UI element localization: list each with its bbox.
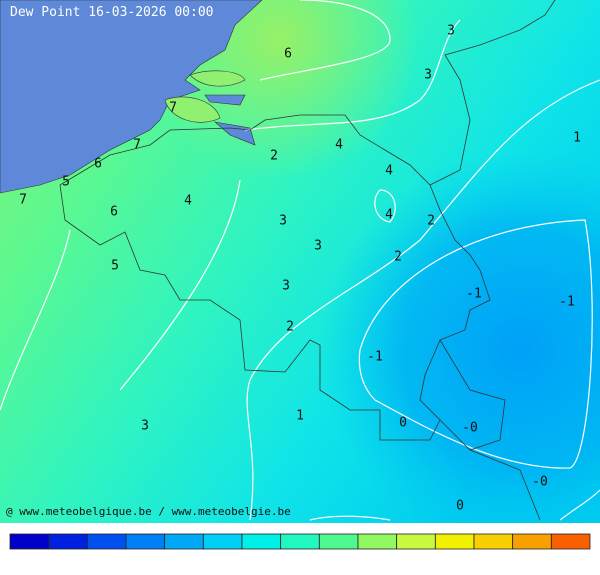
value-label: -1	[466, 287, 482, 302]
scale-swatch	[512, 533, 552, 550]
scale-swatch	[396, 533, 436, 550]
credit: @ www.meteobelgique.be / www.meteobelgie…	[6, 505, 291, 518]
value-label: -1	[559, 295, 575, 310]
value-label: 2	[394, 250, 402, 265]
borders	[59, 0, 556, 521]
value-label: 4	[335, 138, 343, 153]
value-label: 5	[62, 175, 70, 190]
value-label: 3	[141, 419, 149, 434]
value-label: -0	[462, 421, 478, 436]
value-labels: 3 6 3 1 7 7 6 5 7 6 4 2 4 4 4 2 3 3 2 5 3 -1 -1 2 -1 1 0 -0 3 -0 0	[19, 24, 581, 514]
value-label: 2	[427, 214, 435, 229]
map-field	[0, 0, 600, 523]
value-label: 7	[19, 193, 27, 208]
scale-swatch	[125, 533, 166, 550]
value-label: 7	[169, 101, 177, 116]
value-label: 3	[314, 239, 322, 254]
value-label: -1	[367, 350, 383, 365]
value-label: 0	[399, 416, 407, 431]
scale-swatch	[164, 533, 204, 550]
value-label: 0	[456, 499, 464, 514]
value-label: 5	[111, 259, 119, 274]
value-label: 1	[296, 409, 304, 424]
value-label: 2	[286, 320, 294, 335]
map-title: Dew Point 16-03-2026 00:00	[10, 5, 214, 20]
scale-swatch	[357, 533, 398, 550]
scale-swatch	[48, 533, 88, 550]
value-label: 1	[573, 131, 581, 146]
value-label: 7	[133, 138, 141, 153]
contours	[0, 0, 600, 520]
scale-swatch	[473, 533, 514, 550]
scale-swatch	[318, 533, 359, 550]
scale-swatch	[241, 533, 282, 550]
value-label: 3	[279, 214, 287, 229]
scale-swatch	[280, 533, 320, 550]
value-label: 4	[184, 194, 192, 209]
scale-swatch	[434, 533, 475, 550]
color-scale	[9, 533, 591, 550]
scale-swatch	[9, 533, 50, 550]
value-label: 3	[424, 68, 432, 83]
scale-swatch	[86, 533, 127, 550]
value-label: -0	[532, 475, 548, 490]
value-label: 4	[385, 208, 393, 223]
value-label: 2	[270, 149, 278, 164]
value-label: 3	[282, 279, 290, 294]
value-label: 6	[284, 47, 292, 62]
value-label: 3	[447, 24, 455, 39]
scale-swatch	[202, 533, 243, 550]
value-label: 6	[94, 157, 102, 172]
scale-swatch	[550, 533, 591, 550]
value-label: 6	[110, 205, 118, 220]
value-label: 4	[385, 164, 393, 179]
